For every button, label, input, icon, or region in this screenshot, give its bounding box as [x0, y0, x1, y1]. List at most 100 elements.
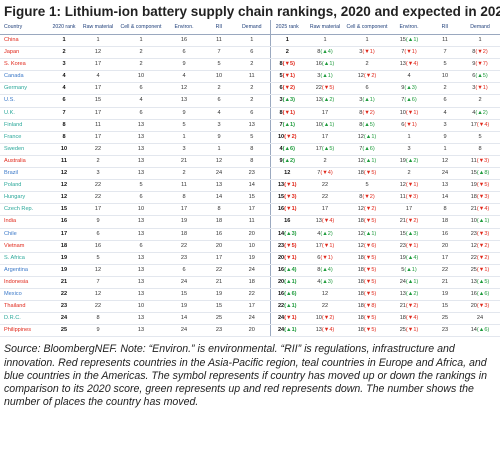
table-cell: 9	[78, 324, 118, 338]
table-cell: 10(▲1)	[460, 215, 500, 229]
table-row: Vietnam 18 16 6 22 20 10 23(▼5) 17(▼1) 12(▼6) 23(▼…	[0, 240, 500, 253]
table-cell: 2	[430, 82, 460, 96]
table-cell: 8	[430, 203, 460, 217]
table-cell: 23	[50, 300, 78, 314]
table-cell: 5	[204, 58, 234, 72]
table-cell: 11(▼3)	[388, 191, 430, 205]
table-cell: 4	[204, 107, 234, 120]
table-cell: 2	[204, 82, 234, 96]
table-cell: 6(▼1)	[304, 252, 346, 265]
table-cell: 13	[118, 119, 164, 132]
country-cell: Brazil	[0, 167, 50, 181]
table-cell: 17	[304, 203, 346, 217]
table-cell: 10	[118, 300, 164, 314]
table-cell: 3(▼1)	[460, 82, 500, 96]
table-cell: 5	[346, 179, 388, 193]
table-cell: 8(▼1)	[269, 107, 304, 120]
table-cell: 17(▼1)	[304, 240, 346, 253]
table-row: China 1 1 1 16 11 1 1 1 1 15(▲1) 11 1	[0, 34, 500, 48]
table-cell: 12	[78, 46, 118, 60]
table-cell: 8	[204, 203, 234, 217]
table-row: Argentina 19 12 13 6 22 24 16(▲4) 8(▲4) 18(▼5) 5(▲…	[0, 264, 500, 277]
table-cell: 6	[430, 94, 460, 108]
table-cell: 14	[430, 191, 460, 205]
table-cell: 13	[234, 119, 270, 132]
table-row: U.K. 7 17 6 9 4 6 8(▼1) 17 8(▼2) 10(▼1) 4 4(▲2)	[0, 107, 500, 120]
table-cell: 20(▼3)	[460, 300, 500, 314]
table-row: Sweden 10 22 13 3 1 8 4(▲6) 17(▲5) 7(▲6) 3 1 8	[0, 143, 500, 156]
table-cell: 20(▼1)	[269, 252, 304, 265]
table-cell: 15	[430, 300, 460, 314]
table-cell: 15	[164, 288, 204, 302]
table-row: Poland 12 22 5 11 13 14 13(▼1) 22 5 12(▼1) 13 19(▼5)	[0, 179, 500, 193]
table-cell: 17	[78, 82, 118, 96]
table-cell: 3	[430, 119, 460, 132]
table-cell: 2	[118, 58, 164, 72]
table-cell: 17	[78, 203, 118, 217]
table-cell: 12	[304, 288, 346, 302]
table-cell: 5	[78, 252, 118, 265]
table-cell: 23	[204, 324, 234, 338]
table-cell: 19	[164, 300, 204, 314]
table-cell: 7(▼4)	[304, 167, 346, 181]
table-cell: 1	[304, 34, 346, 48]
table-row: Thailand 23 22 10 19 15 17 22(▲1) 22 18(▼8) 21(▼2)…	[0, 300, 500, 314]
table-cell: 6	[50, 94, 78, 108]
table-cell: 9	[430, 131, 460, 144]
table-cell: 4(▲2)	[304, 228, 346, 241]
table-cell: 11	[234, 215, 270, 229]
column-header: RII	[204, 20, 234, 35]
table-cell: 10	[234, 240, 270, 253]
table-row: Philippines 25 9 13 24 23 20 24(▲1) 13(▼4) 18(▼5)…	[0, 324, 500, 338]
table-cell: 1	[164, 131, 204, 144]
table-cell: 16(▲1)	[304, 58, 346, 72]
table-cell: 16	[78, 240, 118, 253]
table-cell: 16	[204, 228, 234, 241]
table-cell: 1	[388, 131, 430, 144]
country-cell: Indonesia	[0, 276, 50, 289]
table-cell: 16(▼1)	[269, 203, 304, 217]
table-cell: 25	[430, 312, 460, 326]
table-cell: 21	[164, 155, 204, 169]
table-cell: 22	[304, 191, 346, 205]
table-cell: 21	[50, 276, 78, 289]
table-cell: 7(▲1)	[269, 119, 304, 132]
table-row: Chile 17 6 13 18 16 20 14(▲3) 4(▲2) 12(▲1) 15(▲3) 1…	[0, 228, 500, 241]
table-cell: 10	[118, 203, 164, 217]
table-cell: 6	[164, 46, 204, 60]
table-cell: 5(▲1)	[388, 264, 430, 277]
table-cell: 12	[164, 82, 204, 96]
table-cell: 25(▼1)	[460, 264, 500, 277]
table-cell: 18	[234, 276, 270, 289]
table-cell: 16(▲6)	[269, 288, 304, 302]
table-row: Mexico 22 12 13 15 19 22 16(▲6) 12 18(▼5) 13(▲2) 19…	[0, 288, 500, 302]
table-cell: 15(▲8)	[460, 167, 500, 181]
table-row: S. Africa 19 5 13 23 17 19 20(▼1) 6(▼1) 18(▼5) 19(…	[0, 252, 500, 265]
column-header: Environ.	[388, 20, 430, 35]
table-cell: 18(▼4)	[388, 312, 430, 326]
table-cell: 13(▲5)	[460, 276, 500, 289]
table-cell: 2	[234, 82, 270, 96]
table-cell: 3	[164, 143, 204, 156]
table-cell: 20	[234, 228, 270, 241]
table-row: D.R.C. 24 8 13 14 25 24 24(▼1) 10(▼2) 18(▼5) 18(▼4…	[0, 312, 500, 326]
table-cell: 5	[234, 131, 270, 144]
table-cell: 15(▲1)	[388, 34, 430, 48]
table-cell: 8	[460, 143, 500, 156]
table-cell: 22	[78, 191, 118, 205]
table-row: Czech Rep. 15 17 10 17 8 17 16(▼1) 17 12(▼2) 17 8 21…	[0, 203, 500, 217]
table-cell: 18(▼5)	[346, 252, 388, 265]
table-cell: 24	[164, 276, 204, 289]
table-cell: 18(▼5)	[346, 167, 388, 181]
table-row: Germany 4 17 6 12 2 2 6(▼2) 22(▼5) 6 9(▲3) 2 3(▼1)	[0, 82, 500, 96]
column-header: Environ.	[164, 20, 204, 35]
table-cell: 8	[50, 131, 78, 144]
table-cell: 22	[78, 143, 118, 156]
table-cell: 2	[164, 167, 204, 181]
table-cell: 4	[388, 70, 430, 84]
table-cell: 11	[50, 155, 78, 169]
table-cell: 9(▼7)	[460, 58, 500, 72]
table-cell: 16(▲4)	[269, 264, 304, 277]
table-cell: 17	[78, 58, 118, 72]
table-cell: 14	[164, 312, 204, 326]
